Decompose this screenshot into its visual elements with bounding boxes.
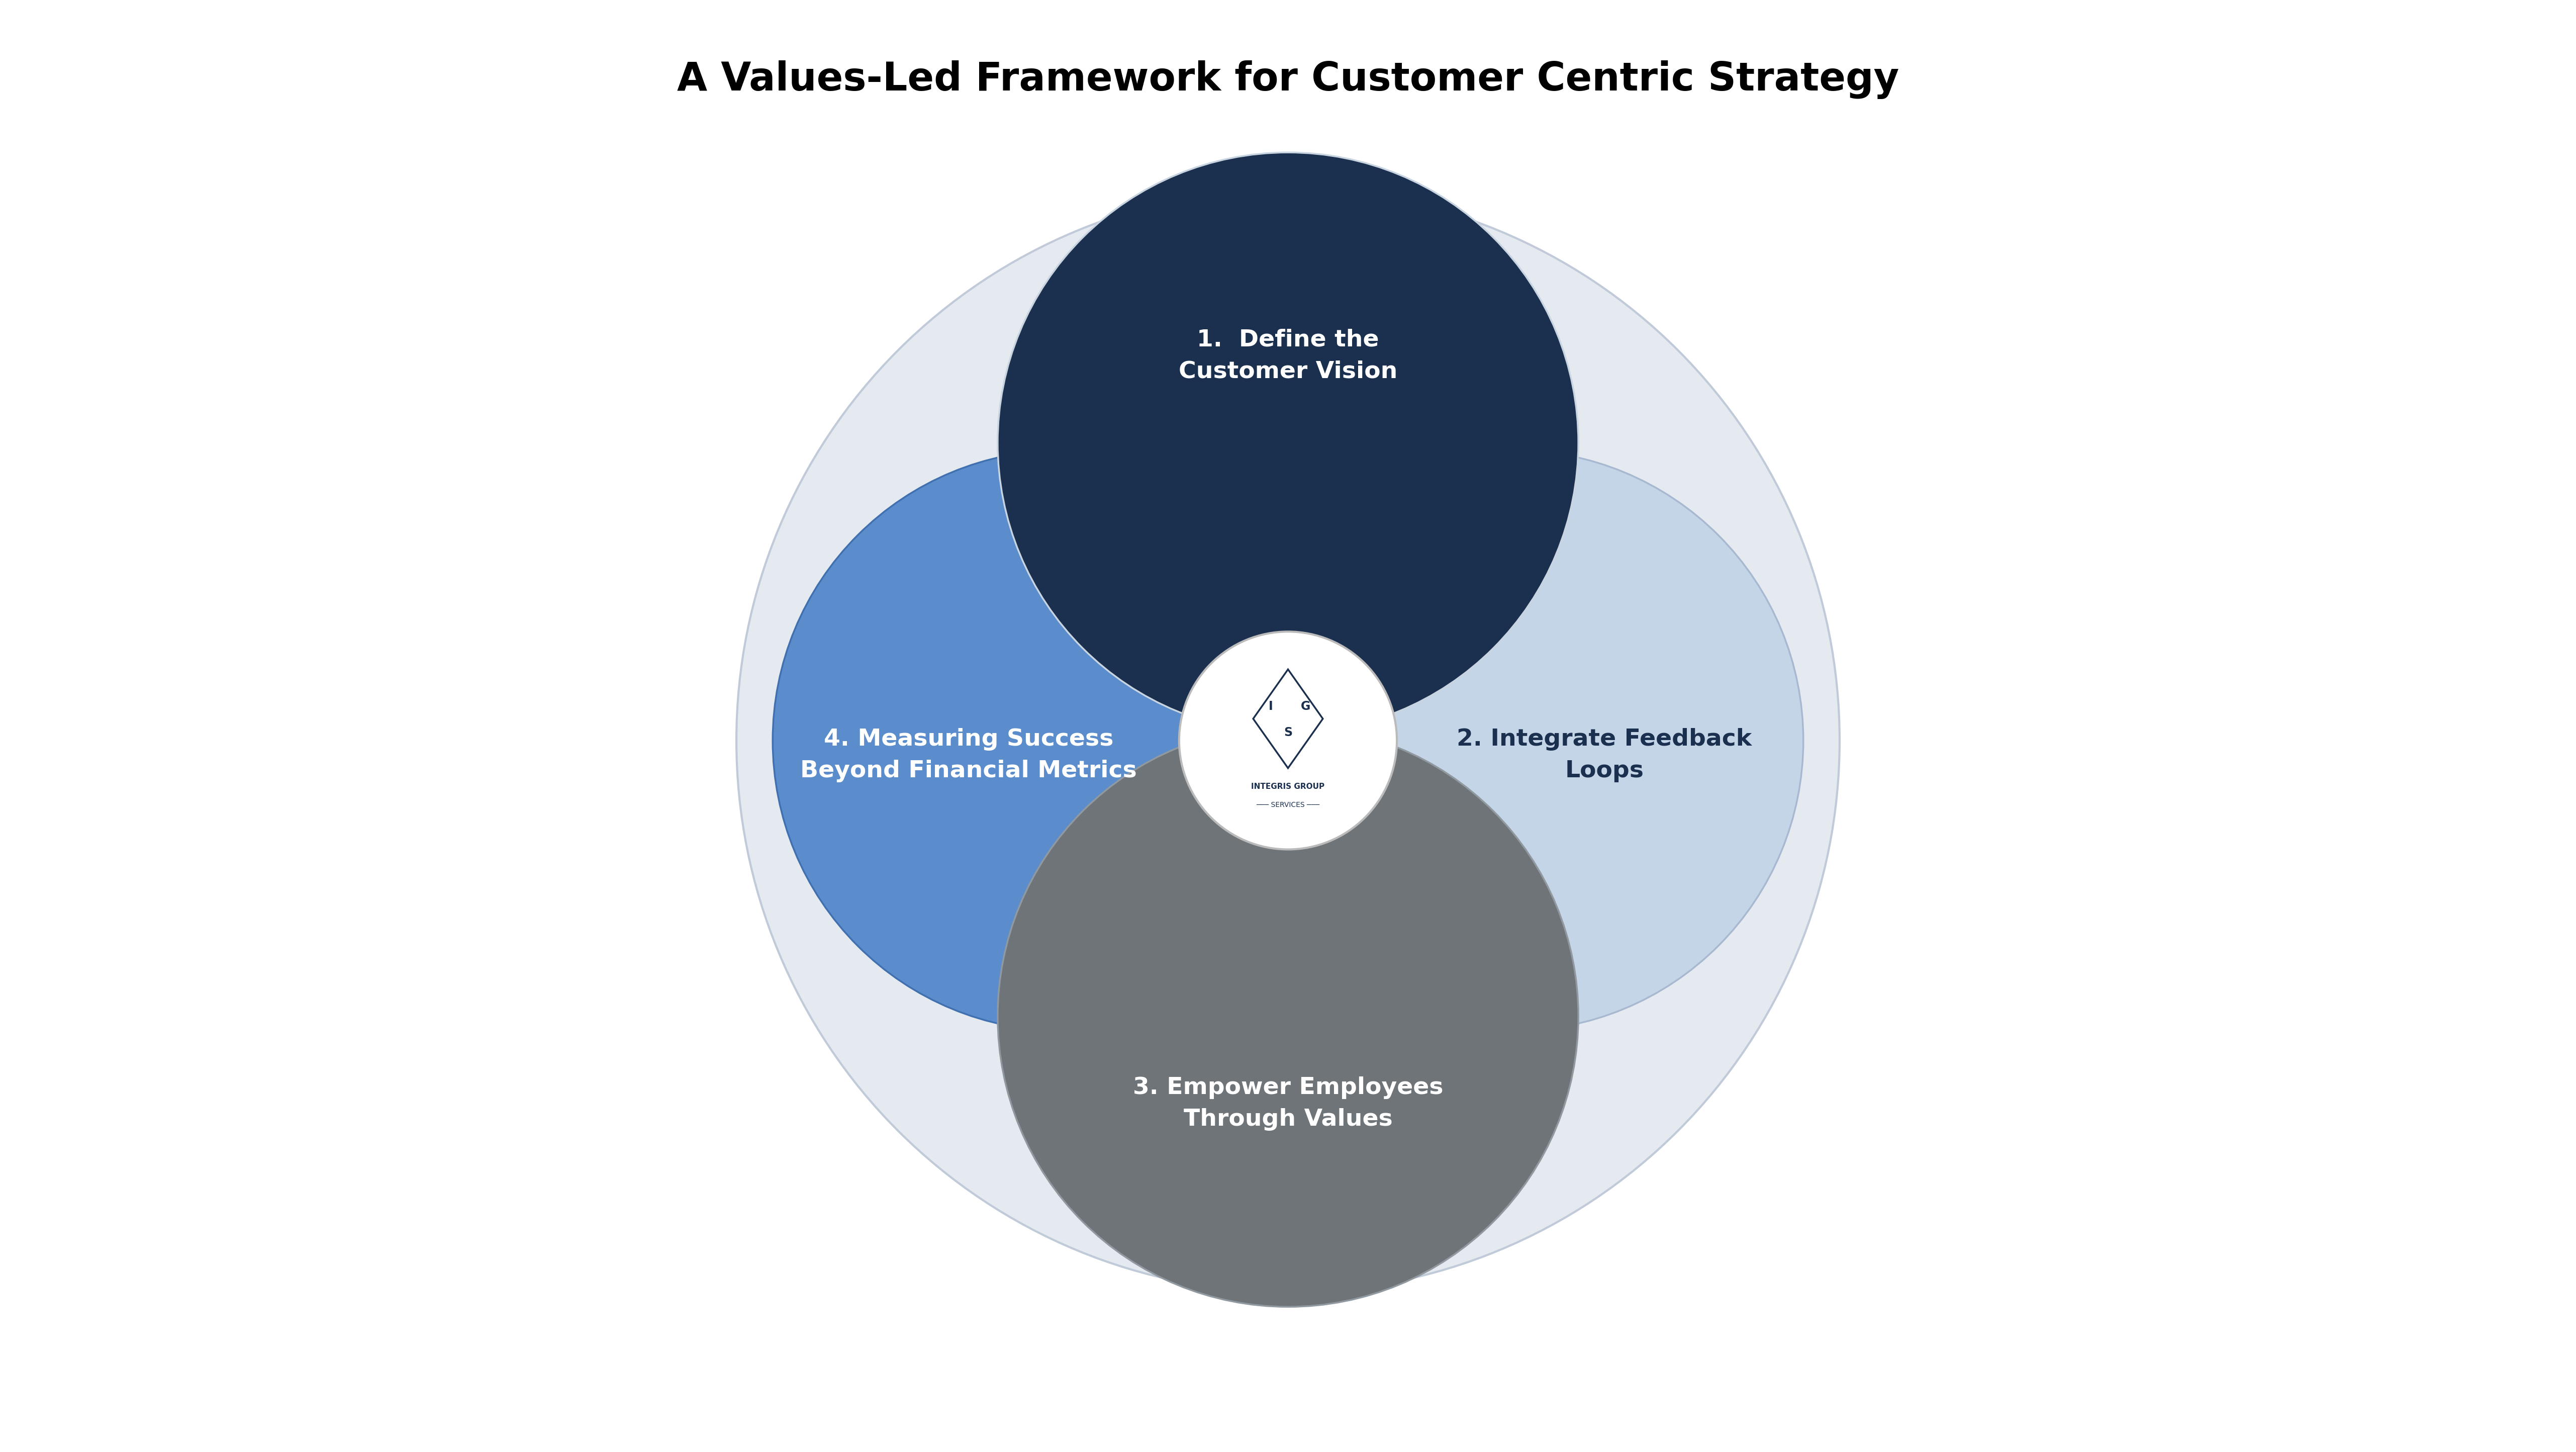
Circle shape (773, 450, 1352, 1031)
Text: ─── SERVICES ───: ─── SERVICES ─── (1257, 802, 1319, 809)
Text: G: G (1301, 700, 1311, 713)
Text: 2. Integrate Feedback
Loops: 2. Integrate Feedback Loops (1458, 727, 1752, 783)
Text: A Values-Led Framework for Customer Centric Strategy: A Values-Led Framework for Customer Cent… (677, 61, 1899, 99)
Text: I: I (1267, 700, 1273, 713)
Circle shape (997, 152, 1579, 733)
Circle shape (997, 726, 1579, 1307)
Text: INTEGRIS GROUP: INTEGRIS GROUP (1252, 783, 1324, 790)
Text: 1.  Define the
Customer Vision: 1. Define the Customer Vision (1180, 328, 1396, 383)
Text: S: S (1283, 726, 1293, 739)
Circle shape (1224, 450, 1803, 1031)
Text: 3. Empower Employees
Through Values: 3. Empower Employees Through Values (1133, 1076, 1443, 1131)
Text: 4. Measuring Success
Beyond Financial Metrics: 4. Measuring Success Beyond Financial Me… (801, 727, 1136, 783)
Circle shape (1180, 632, 1396, 849)
Circle shape (737, 189, 1839, 1292)
